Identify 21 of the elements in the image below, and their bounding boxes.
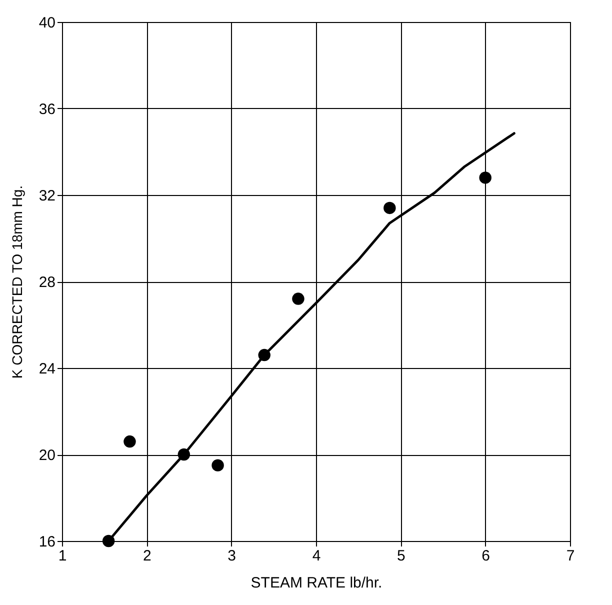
y-tick-label: 40 <box>38 14 56 32</box>
point <box>212 459 224 472</box>
y-tick-label: 28 <box>38 274 56 291</box>
point <box>479 172 492 184</box>
point <box>124 435 136 448</box>
y-tick-label: 20 <box>38 447 56 464</box>
x-tick-label: 3 <box>228 548 236 564</box>
y-axis-title: K CORRECTED TO 18mm Hg. <box>8 185 25 379</box>
x-tick-label: 5 <box>396 548 406 564</box>
y-tick-label: 24 <box>38 360 56 378</box>
x-tick-label: 4 <box>312 548 321 564</box>
x-axis-title: STEAM RATE lb/hr. <box>250 574 382 592</box>
x-tick-label: 1 <box>58 548 67 564</box>
x-tick-label: 6 <box>482 548 490 564</box>
point <box>384 202 396 214</box>
y-tick-label: 16 <box>38 534 56 550</box>
x-tick-label: 7 <box>566 548 575 564</box>
y-tick-label: 32 <box>38 188 56 204</box>
point <box>292 292 304 305</box>
y-tick-label: 36 <box>38 101 56 118</box>
x-tick-label: 2 <box>142 548 152 564</box>
